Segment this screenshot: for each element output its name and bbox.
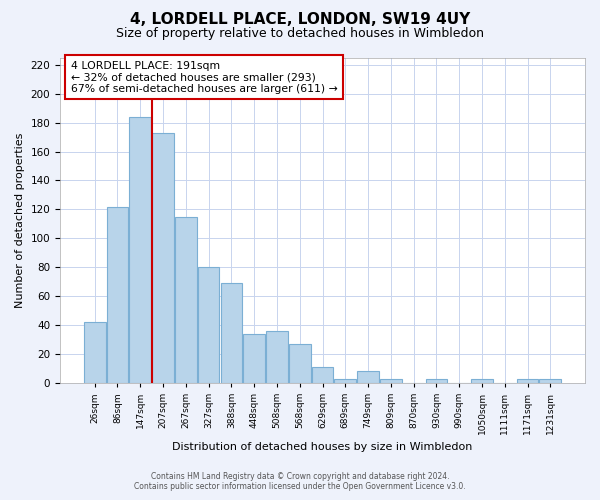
Text: Contains HM Land Registry data © Crown copyright and database right 2024.
Contai: Contains HM Land Registry data © Crown c… [134,472,466,491]
Bar [107,206,128,383]
Bar [84,322,106,383]
Bar [334,378,356,383]
Bar [311,367,334,383]
Bar [244,334,265,383]
Text: Size of property relative to detached houses in Wimbledon: Size of property relative to detached ho… [116,28,484,40]
X-axis label: Distribution of detached houses by size in Wimbledon: Distribution of detached houses by size … [172,442,473,452]
Bar [289,344,311,383]
Bar [425,378,447,383]
Y-axis label: Number of detached properties: Number of detached properties [15,132,25,308]
Bar [130,117,151,383]
Bar [221,283,242,383]
Bar [471,378,493,383]
Bar [152,132,174,383]
Bar [198,268,220,383]
Bar [517,378,538,383]
Text: 4 LORDELL PLACE: 191sqm
← 32% of detached houses are smaller (293)
67% of semi-d: 4 LORDELL PLACE: 191sqm ← 32% of detache… [71,61,337,94]
Bar [357,372,379,383]
Bar [380,378,401,383]
Text: 4, LORDELL PLACE, LONDON, SW19 4UY: 4, LORDELL PLACE, LONDON, SW19 4UY [130,12,470,28]
Bar [175,216,197,383]
Bar [266,331,288,383]
Bar [539,378,561,383]
